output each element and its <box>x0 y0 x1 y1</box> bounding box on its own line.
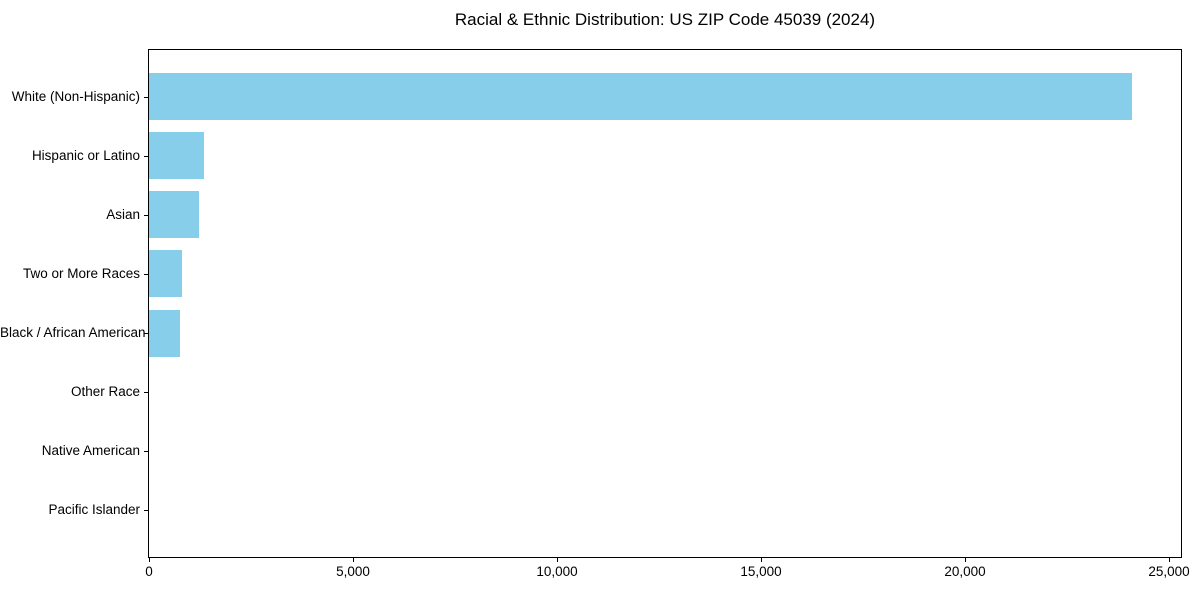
x-tick-label: 10,000 <box>536 564 578 579</box>
chart-title: Racial & Ethnic Distribution: US ZIP Cod… <box>454 10 876 29</box>
x-tick-label: 20,000 <box>944 564 986 579</box>
bar-two-or-more-races <box>149 250 182 298</box>
y-tick-label: Black / African American <box>0 325 146 340</box>
x-tick-mark <box>1169 558 1170 562</box>
y-tick-mark <box>144 510 148 511</box>
x-tick-mark <box>353 558 354 562</box>
y-tick-mark <box>144 333 148 334</box>
y-tick-mark <box>144 451 148 452</box>
y-tick-mark <box>144 274 148 275</box>
y-tick-mark <box>144 156 148 157</box>
x-tick-mark <box>965 558 966 562</box>
y-tick-label: Asian <box>106 207 140 222</box>
y-tick-label: Hispanic or Latino <box>31 148 140 163</box>
x-tick-label: 25,000 <box>1148 564 1190 579</box>
y-tick-label: Other Race <box>70 384 140 399</box>
bar-black-african-american <box>149 309 180 357</box>
x-tick-label: 15,000 <box>740 564 782 579</box>
y-tick-mark <box>144 215 148 216</box>
x-tick-label: 0 <box>145 564 153 579</box>
y-tick-label: White (Non-Hispanic) <box>11 89 140 104</box>
x-tick-mark <box>557 558 558 562</box>
y-tick-label: Native American <box>41 443 140 458</box>
plot-area <box>148 49 1182 558</box>
y-tick-label: Pacific Islander <box>48 502 140 517</box>
y-tick-label: Two or More Races <box>22 266 140 281</box>
y-tick-mark <box>144 392 148 393</box>
x-tick-label: 5,000 <box>336 564 370 579</box>
y-tick-mark <box>144 97 148 98</box>
bar-asian <box>149 191 199 239</box>
bar-hispanic-or-latino <box>149 132 204 180</box>
bar-white-non-hispanic <box>149 73 1132 121</box>
x-tick-mark <box>761 558 762 562</box>
x-tick-mark <box>149 558 150 562</box>
